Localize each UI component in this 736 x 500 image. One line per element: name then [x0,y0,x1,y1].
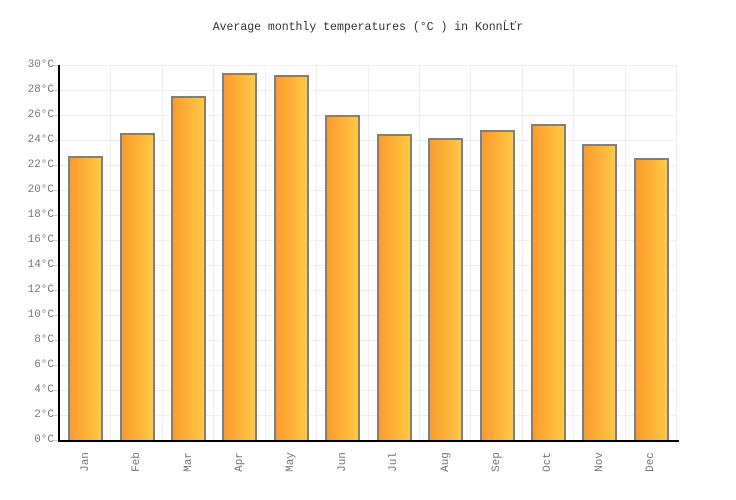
gridline-v [624,65,626,440]
gridline-h [60,264,677,266]
y-label-14: 14°C [27,259,54,271]
gridline-h [60,389,677,391]
bar-dec [633,157,669,440]
y-tick [53,239,58,241]
gridline-h [60,164,677,166]
gridline-v [470,65,472,440]
y-label-28: 28°C [27,84,54,96]
y-tick [53,414,58,416]
y-label-16: 16°C [27,234,54,246]
gridline-v [161,65,163,440]
gridline-h [60,139,677,141]
bar-jan [68,156,104,440]
x-label-nov: Nov [593,452,606,472]
gridline-h [60,64,677,66]
y-label-4: 4°C [34,384,54,396]
x-label-sep: Sep [491,452,504,472]
gridline-h [60,364,677,366]
gridline-h [60,214,677,216]
bar-apr [222,72,258,440]
y-label-12: 12°C [27,284,54,296]
x-label-may: May [285,452,298,472]
y-label-2: 2°C [34,409,54,421]
chart-title: Average monthly temperatures (°C ) in Ko… [212,21,524,34]
gridline-v [418,65,420,440]
x-label-jan: Jan [79,452,92,472]
x-label-mar: Mar [182,452,195,472]
plot-area [53,64,679,442]
bar-feb [119,132,155,440]
y-tick [53,289,58,291]
x-label-dec: Dec [645,452,658,472]
y-label-10: 10°C [27,309,54,321]
y-label-0: 0°C [34,434,54,446]
gridline-v [264,65,266,440]
bar-oct [530,123,566,440]
y-axis-labels: 0°C 2°C 4°C 6°C 8°C 10°C 12°C 14°C 16°C 18°C 20°C 2… [0,59,54,446]
bar-mar [171,96,207,440]
x-label-aug: Aug [439,452,452,472]
y-tick [53,164,58,166]
gridline-h [60,114,677,116]
bar-nov [582,143,618,440]
gridline-h [60,339,677,341]
gridline-v [521,65,523,440]
gridline-h [60,89,677,91]
gridline-h [60,414,677,416]
y-label-6: 6°C [34,359,54,371]
x-label-jun: Jun [336,452,349,472]
bar-aug [428,137,464,440]
gridline-h [60,289,677,291]
bar-sep [479,130,515,440]
x-label-oct: Oct [542,452,555,472]
y-tick [53,314,58,316]
y-tick [53,189,58,191]
y-tick [53,89,58,91]
y-label-30: 30°C [27,59,54,71]
y-label-24: 24°C [27,134,54,146]
y-label-20: 20°C [27,184,54,196]
x-label-jul: Jul [388,452,401,472]
y-label-26: 26°C [27,109,54,121]
y-axis-line [58,65,60,442]
y-tick [53,389,58,391]
y-tick [53,114,58,116]
bar-jun [325,115,361,440]
y-label-18: 18°C [27,209,54,221]
gridline-h [60,189,677,191]
gridline-v [367,65,369,440]
bar-may [273,75,309,440]
x-axis-line [58,440,679,442]
x-label-apr: Apr [233,452,246,472]
gridline-v [110,65,112,440]
y-tick [53,214,58,216]
y-tick [53,139,58,141]
gridline-h [60,314,677,316]
y-tick [53,264,58,266]
y-tick [53,439,58,441]
y-label-8: 8°C [34,334,54,346]
gridline-v [316,65,318,440]
x-label-feb: Feb [131,452,144,472]
y-tick [53,339,58,341]
gridline-h [60,239,677,241]
y-tick [53,64,58,66]
y-label-22: 22°C [27,159,54,171]
y-tick [53,364,58,366]
gridline-v [213,65,215,440]
gridline-v [676,65,677,440]
gridline-v [573,65,575,440]
bar-jul [376,133,412,440]
